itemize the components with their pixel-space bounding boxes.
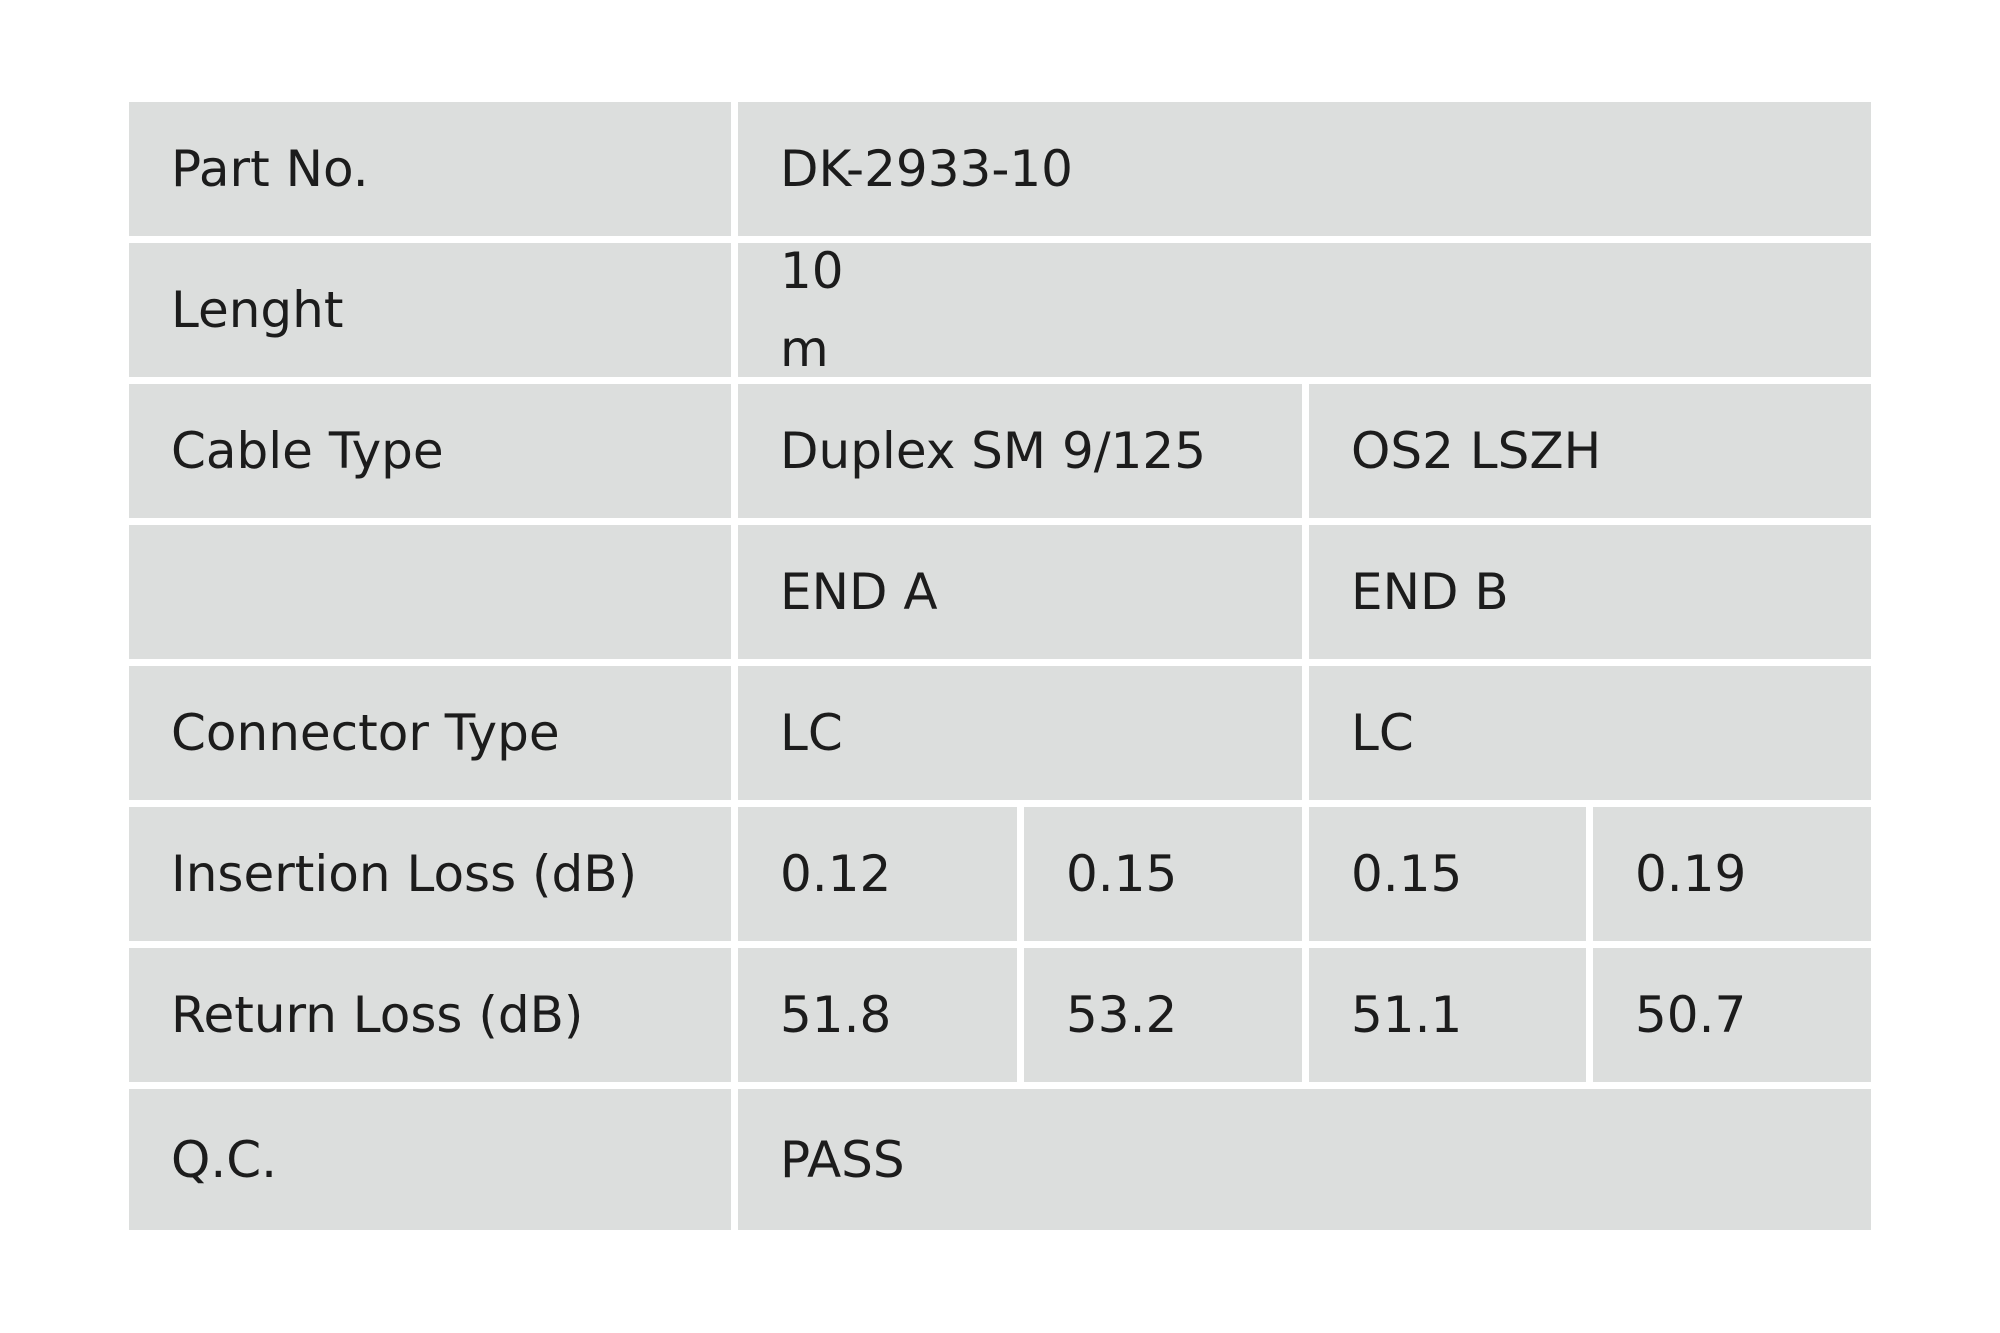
value-cell: 0.15 <box>1309 807 1586 941</box>
header-cell: END A <box>738 525 1302 659</box>
label-cell: Q.C. <box>129 1089 731 1230</box>
value-cell: LC <box>1309 666 1871 800</box>
label-cell: Insertion Loss (dB) <box>129 807 731 941</box>
label-cell: Return Loss (dB) <box>129 948 731 1082</box>
value-cell: 0.12 <box>738 807 1017 941</box>
spec-table: Part No. DK-2933-10 Lenght 10 m Cable Ty… <box>129 102 1871 1231</box>
label-cell: Lenght <box>129 243 731 377</box>
value-cell: 0.15 <box>1024 807 1302 941</box>
value-cell: DK-2933-10 <box>738 102 1871 236</box>
value-cell: LC <box>738 666 1302 800</box>
value-text: 10 m <box>780 242 844 378</box>
value-cell: 10 m <box>738 242 1871 378</box>
value-cell: 51.8 <box>738 948 1017 1082</box>
value-cell: Duplex SM 9/125 <box>738 384 1302 518</box>
label-cell: Part No. <box>129 102 731 236</box>
label-cell: Cable Type <box>129 384 731 518</box>
value-cell: 53.2 <box>1024 948 1302 1082</box>
empty-cell <box>129 525 731 659</box>
value-cell: 0.19 <box>1593 807 1871 941</box>
label-cell: Connector Type <box>129 666 731 800</box>
value-cell: PASS <box>738 1089 1871 1230</box>
header-cell: END B <box>1309 525 1871 659</box>
value-cell: 50.7 <box>1593 948 1871 1082</box>
value-cell: OS2 LSZH <box>1309 384 1871 518</box>
value-cell: 51.1 <box>1309 948 1586 1082</box>
